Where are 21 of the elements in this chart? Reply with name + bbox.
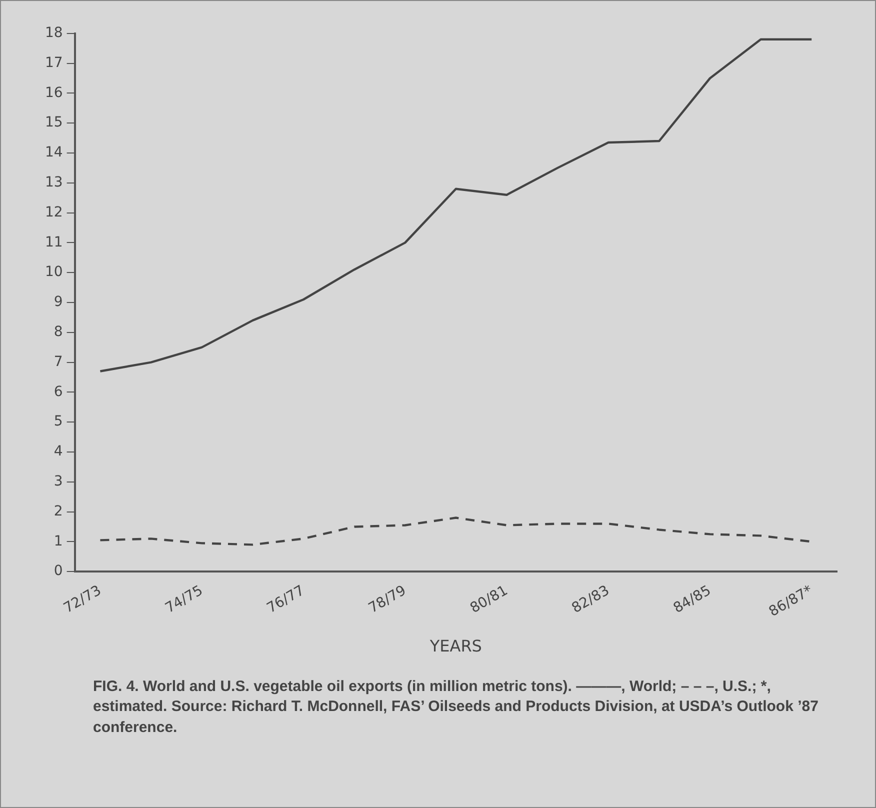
y-tick-label: 5 xyxy=(54,414,63,430)
y-tick-label: 4 xyxy=(54,444,63,460)
y-tick-label: 10 xyxy=(44,264,63,280)
y-tick-label: 6 xyxy=(54,384,63,400)
y-tick-label: 18 xyxy=(44,25,63,42)
x-axis-title: YEARS xyxy=(428,636,482,656)
y-tick-label: 15 xyxy=(44,114,63,131)
y-tick-label: 16 xyxy=(44,84,63,101)
y-tick-label: 17 xyxy=(44,54,63,71)
caption: FIG. 4. World and U.S. vegetable oil exports (in million metric tons). ———, World; – – –, U.S.; *, estimated. Source: Richard T. McDonnell, FAS’ Oilseeds and Products Division, at USDA’s Outlook ’87 conference. xyxy=(93,677,820,738)
y-tick-label: 9 xyxy=(54,294,63,310)
y-tick-label: 2 xyxy=(54,503,63,520)
y-tick-label: 0 xyxy=(54,563,63,580)
y-tick-label: 3 xyxy=(54,474,63,490)
y-tick-label: 8 xyxy=(54,324,63,340)
y-tick-label: 13 xyxy=(44,174,63,191)
y-tick-label: 12 xyxy=(44,204,63,220)
y-tick-label: 1 xyxy=(54,533,63,550)
y-tick-label: 11 xyxy=(44,234,63,250)
y-tick-label: 7 xyxy=(54,354,63,370)
y-tick-label: 14 xyxy=(44,144,63,161)
